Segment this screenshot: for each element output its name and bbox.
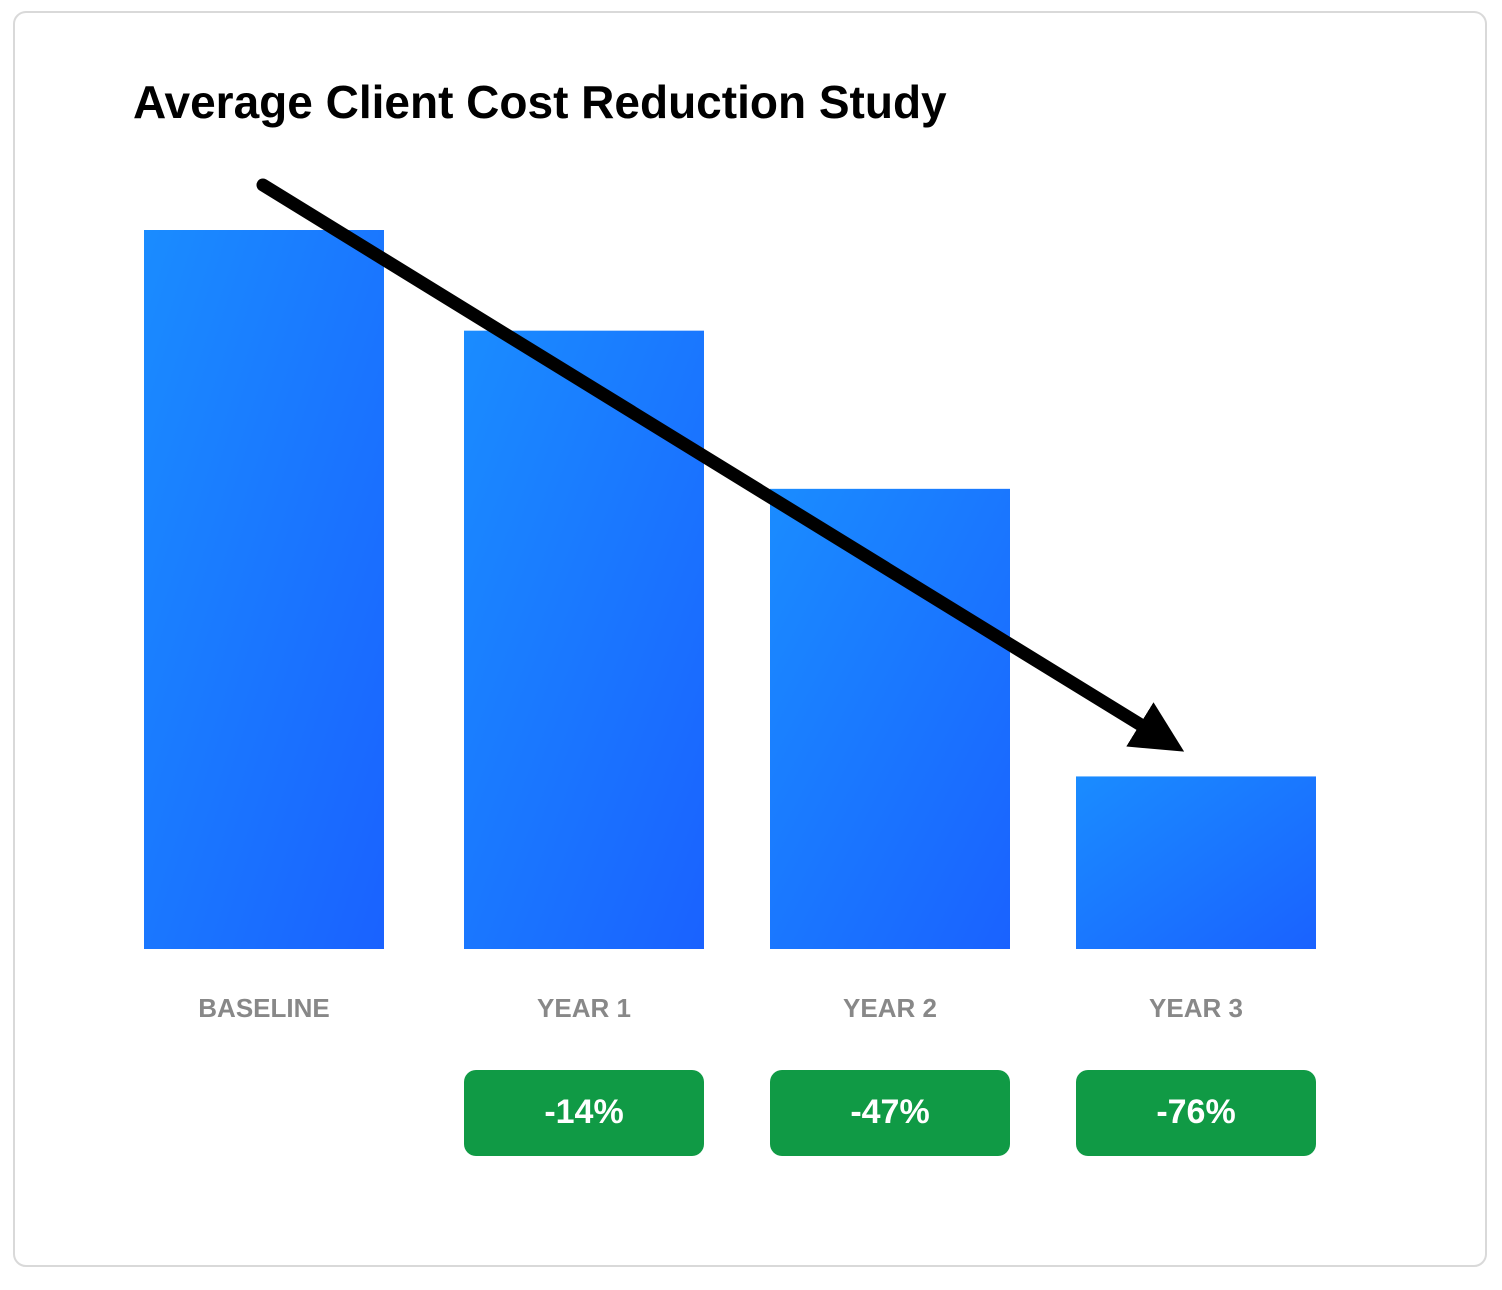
x-tick-label: YEAR 2 xyxy=(843,993,937,1023)
change-badge xyxy=(770,1070,1010,1156)
x-tick-label: BASELINE xyxy=(198,993,329,1023)
change-label: -47% xyxy=(850,1093,929,1131)
change-badge xyxy=(464,1070,704,1156)
change-label: -76% xyxy=(1156,1093,1235,1131)
bar xyxy=(144,230,384,949)
bar xyxy=(770,488,1010,949)
x-tick-label: YEAR 1 xyxy=(537,993,631,1023)
trend-arrow xyxy=(256,178,1185,752)
x-tick-label: YEAR 3 xyxy=(1149,993,1243,1023)
bar xyxy=(464,330,704,949)
chart-title: Average Client Cost Reduction Study xyxy=(133,76,947,128)
change-label: -14% xyxy=(544,1093,623,1131)
change-badge xyxy=(1076,1070,1316,1156)
bar xyxy=(1076,776,1316,949)
